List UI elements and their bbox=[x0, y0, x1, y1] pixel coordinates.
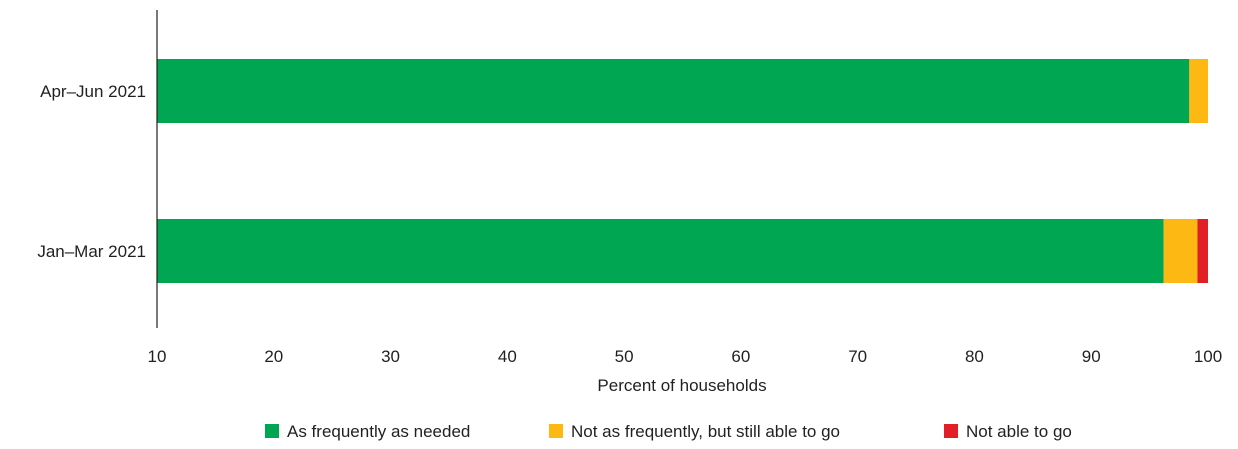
legend-label: Not as frequently, but still able to go bbox=[571, 422, 840, 441]
category-label: Apr–Jun 2021 bbox=[40, 82, 146, 101]
x-tick-label: 60 bbox=[731, 347, 750, 366]
x-axis-tick-labels: 10 20 30 40 50 60 70 80 90 100 bbox=[148, 347, 1223, 366]
x-tick-label: 90 bbox=[1082, 347, 1101, 366]
x-tick-label: 50 bbox=[615, 347, 634, 366]
legend: As frequently as needed Not as frequently… bbox=[265, 422, 1072, 441]
bar-segment bbox=[1163, 219, 1198, 283]
x-tick-label: 30 bbox=[381, 347, 400, 366]
x-axis-title: Percent of households bbox=[597, 376, 766, 395]
bar-segment bbox=[157, 219, 1164, 283]
legend-swatch bbox=[549, 424, 563, 438]
bars-layer bbox=[157, 59, 1208, 283]
x-tick-label: 20 bbox=[264, 347, 283, 366]
category-labels: Apr–Jun 2021 Jan–Mar 2021 bbox=[37, 82, 146, 261]
x-tick-label: 70 bbox=[848, 347, 867, 366]
legend-swatch bbox=[944, 424, 958, 438]
bar-segment bbox=[1197, 219, 1208, 283]
x-tick-label: 10 bbox=[148, 347, 167, 366]
legend-label: As frequently as needed bbox=[287, 422, 470, 441]
bar-segment bbox=[157, 59, 1190, 123]
x-tick-label: 100 bbox=[1194, 347, 1222, 366]
legend-swatch bbox=[265, 424, 279, 438]
legend-label: Not able to go bbox=[966, 422, 1072, 441]
x-tick-label: 80 bbox=[965, 347, 984, 366]
x-tick-label: 40 bbox=[498, 347, 517, 366]
bar-segment bbox=[1189, 59, 1208, 123]
category-label: Jan–Mar 2021 bbox=[37, 242, 146, 261]
